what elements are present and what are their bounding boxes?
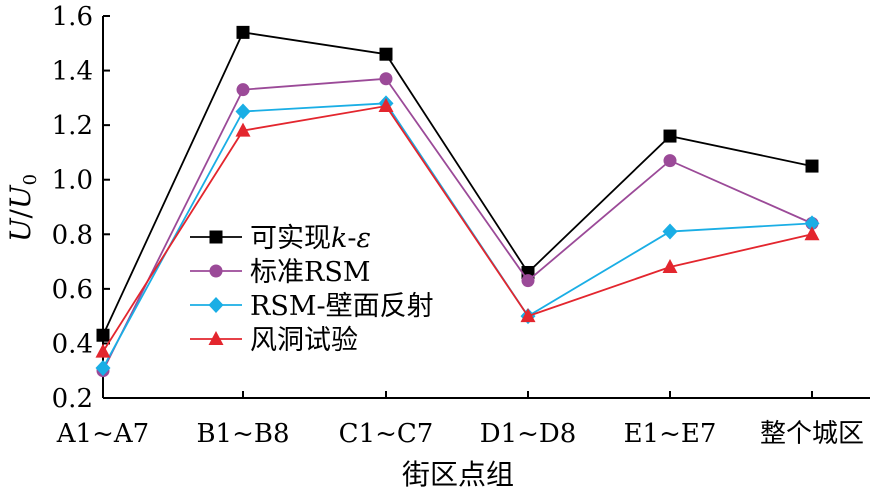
data-point [379, 72, 393, 86]
y-tick-label: 1.0 [52, 166, 93, 196]
legend-entry: 标准RSM [190, 257, 370, 288]
x-tick-label: C1~C7 [339, 419, 434, 449]
data-point [520, 308, 536, 323]
series-line [102, 77, 813, 372]
y-tick-label: 1.6 [52, 2, 93, 32]
x-tick-label: 整个城区 [760, 419, 864, 449]
legend-label: RSM-壁面反射 [250, 291, 434, 322]
y-tick-label: 0.8 [52, 220, 93, 250]
x-tick-label: A1~A7 [56, 419, 149, 449]
series-2 [96, 72, 819, 378]
legend-marker [208, 331, 224, 345]
series-line [102, 105, 813, 353]
y-axis-title-sep: / [4, 208, 37, 218]
data-point [236, 25, 250, 39]
legend-entry: RSM-壁面反射 [190, 291, 434, 322]
data-point [663, 129, 677, 143]
legend-entry: 可实现k-ε [190, 223, 371, 254]
data-point [96, 328, 110, 342]
series-1 [96, 25, 819, 342]
data-point [662, 223, 678, 240]
data-point [235, 103, 251, 120]
y-ticks: 0.2 0.4 0.6 0.8 1.0 1.2 1.4 1.6 [52, 2, 110, 414]
data-point [236, 83, 250, 97]
legend-marker [209, 264, 223, 278]
data-point [95, 343, 111, 358]
y-tick-label: 0.4 [52, 329, 93, 359]
data-point [379, 47, 393, 61]
y-axis-title-sub: 0 [20, 174, 41, 185]
series-3 [95, 95, 820, 376]
y-axis-title-sym: U [4, 184, 37, 209]
data-point [95, 359, 111, 376]
series-line [102, 31, 813, 336]
legend-marker [209, 230, 223, 244]
legend-label: 标准RSM [250, 257, 370, 288]
series-4 [95, 98, 820, 358]
y-axis-title: U/U0 [4, 174, 41, 242]
data-point [804, 215, 820, 232]
data-point [663, 154, 677, 168]
legend-entry: 风洞试验 [190, 325, 358, 356]
legend-label: 风洞试验 [250, 325, 358, 356]
legend-label: 可实现k-ε [250, 223, 371, 254]
legend-marker [208, 297, 224, 313]
y-tick-label: 0.6 [52, 275, 93, 305]
x-axis-title: 街区点组 [402, 458, 514, 491]
y-axis-title-main: U [4, 217, 37, 242]
x-tick-label: B1~B8 [196, 419, 289, 449]
data-point [521, 274, 535, 288]
series-layer [95, 25, 820, 378]
data-point [662, 259, 678, 274]
y-tick-label: 1.4 [52, 57, 93, 87]
data-point [805, 159, 819, 173]
x-ticks: A1~A7 B1~B8 C1~C7 D1~D8 E1~E7 整个城区 [56, 391, 864, 449]
y-tick-label: 0.2 [52, 384, 93, 414]
x-tick-label: E1~E7 [624, 419, 717, 449]
x-tick-label: D1~D8 [480, 419, 577, 449]
data-point [804, 226, 820, 241]
data-point [378, 98, 394, 113]
data-point [235, 122, 251, 137]
y-tick-label: 1.2 [52, 111, 93, 141]
